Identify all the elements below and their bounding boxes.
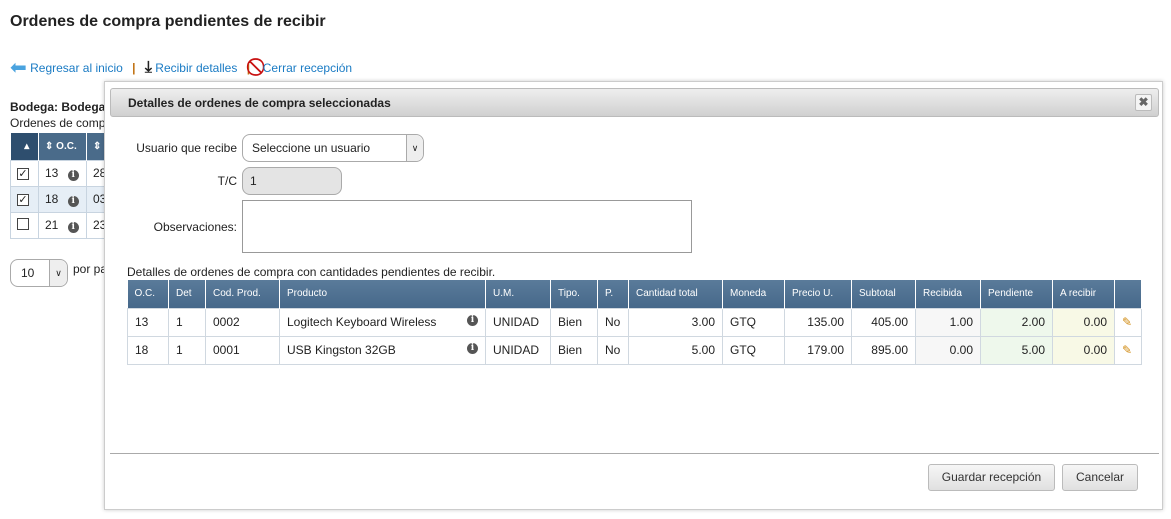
bodega-label: Bodega: Bodega — [10, 100, 106, 114]
cell: 2.00 — [980, 307, 1053, 337]
arrow-left-icon[interactable]: ⬅ — [10, 57, 27, 79]
cell: 135.00 — [784, 307, 852, 337]
oc-header[interactable]: ⇕ O.C. — [38, 133, 87, 160]
cell: UNIDAD — [485, 335, 551, 365]
column-header: Subtotal — [851, 280, 916, 308]
column-header: O.C. — [127, 280, 169, 308]
column-header: Tipo. — [550, 280, 598, 308]
cell: 1 — [168, 307, 206, 337]
select-all-header[interactable]: ▴ — [10, 133, 39, 160]
table-caption: Detalles de ordenes de compra con cantid… — [127, 265, 496, 279]
cell: USB Kingston 32GB i — [279, 335, 486, 365]
row-checkbox[interactable]: ✓ — [17, 194, 29, 206]
row-checkbox[interactable]: ✓ — [17, 168, 29, 180]
cell: No — [597, 307, 629, 337]
cell: No — [597, 335, 629, 365]
dialog-titlebar[interactable]: Detalles de ordenes de compra selecciona… — [110, 88, 1159, 117]
cell: 18 — [127, 335, 169, 365]
table-row: ✓ 13 i 28 — [10, 159, 117, 187]
footer-divider — [110, 453, 1159, 454]
user-select[interactable]: Seleccione un usuario ∨ — [242, 134, 424, 162]
dialog-title: Detalles de ordenes de compra selecciona… — [128, 96, 391, 110]
table-row: ✓ 18 i 03 — [10, 185, 117, 213]
details-table: O.C. Det Cod. Prod. Producto U.M. Tipo. P. Cant… — [127, 280, 1142, 365]
cell: 0.00 — [915, 335, 981, 365]
cell: 179.00 — [784, 335, 852, 365]
pencil-icon[interactable]: ✎ — [1122, 343, 1133, 357]
cell: 1 — [168, 335, 206, 365]
column-header: Pendiente — [980, 280, 1053, 308]
column-header — [1114, 280, 1142, 308]
cell: 5.00 — [980, 335, 1053, 365]
column-header: Det — [168, 280, 206, 308]
page-size-select[interactable]: 10 ∨ — [10, 259, 68, 287]
table-row: 21 i 23 — [10, 211, 117, 239]
observations-textarea[interactable] — [242, 200, 692, 253]
close-reception-link[interactable]: Cerrar recepción — [262, 61, 353, 75]
cell: Bien — [550, 307, 598, 337]
column-header: Recibida — [915, 280, 981, 308]
edit-cell[interactable]: ✎ — [1114, 335, 1142, 365]
pencil-icon[interactable]: ✎ — [1122, 315, 1133, 329]
info-icon[interactable]: i — [467, 343, 478, 354]
cell: Logitech Keyboard Wireless i — [279, 307, 486, 337]
divider: | — [246, 61, 251, 75]
page-title: Ordenes de compra pendientes de recibir — [10, 13, 326, 30]
column-header: U.M. — [485, 280, 551, 308]
info-icon[interactable]: i — [67, 169, 79, 181]
column-header: Moneda — [722, 280, 785, 308]
cell: 895.00 — [851, 335, 916, 365]
column-header: Cantidad total — [628, 280, 723, 308]
tc-label: T/C — [217, 174, 237, 188]
cell[interactable]: 0.00 — [1052, 335, 1115, 365]
user-label: Usuario que recibe — [136, 141, 237, 155]
observations-label: Observaciones: — [153, 220, 237, 234]
download-icon[interactable]: ⤓ — [144, 59, 152, 76]
cell: 0001 — [205, 335, 280, 365]
column-header: Producto — [279, 280, 486, 308]
orders-subtitle: Ordenes de comp — [10, 116, 106, 130]
cell: GTQ — [722, 307, 785, 337]
cell: 5.00 — [628, 335, 723, 365]
table-row: 18 1 0001 USB Kingston 32GB i UNIDAD Bien No 5.0… — [127, 335, 1142, 365]
cell: 3.00 — [628, 307, 723, 337]
orders-table: ▴ ⇕ O.C. ⇕ ✓ 13 i 28 ✓ 18 i 03 21 i 23 — [10, 133, 117, 239]
cell: 405.00 — [851, 307, 916, 337]
column-header: P. — [597, 280, 629, 308]
edit-cell[interactable]: ✎ — [1114, 307, 1142, 337]
info-icon[interactable]: i — [67, 221, 79, 233]
cancel-button[interactable]: Cancelar — [1062, 464, 1138, 491]
info-icon[interactable]: i — [67, 195, 79, 207]
cell: 0002 — [205, 307, 280, 337]
per-page-label: por pa — [73, 262, 108, 276]
cell: UNIDAD — [485, 307, 551, 337]
details-dialog: Detalles de ordenes de compra selecciona… — [104, 81, 1163, 510]
table-row: 13 1 0002 Logitech Keyboard Wireless i UNIDAD… — [127, 307, 1142, 337]
cell: GTQ — [722, 335, 785, 365]
column-header: Precio U. — [784, 280, 852, 308]
tc-field[interactable]: 1 — [242, 167, 342, 195]
cell: 13 — [127, 307, 169, 337]
toolbar: ⬅ Regresar al inicio | ⤓ Recibir detalle… — [10, 55, 352, 80]
cell: 1.00 — [915, 307, 981, 337]
column-header: A recibir — [1052, 280, 1115, 308]
back-link[interactable]: Regresar al inicio — [30, 61, 123, 75]
divider: | — [132, 61, 136, 75]
save-reception-button[interactable]: Guardar recepción — [928, 464, 1055, 491]
close-icon[interactable]: ✖ — [1135, 94, 1152, 111]
cell: Bien — [550, 335, 598, 365]
column-header: Cod. Prod. — [205, 280, 280, 308]
cell[interactable]: 0.00 — [1052, 307, 1115, 337]
row-checkbox[interactable] — [17, 217, 29, 230]
info-icon[interactable]: i — [467, 315, 478, 326]
receive-details-link[interactable]: Recibir detalles — [155, 61, 238, 75]
